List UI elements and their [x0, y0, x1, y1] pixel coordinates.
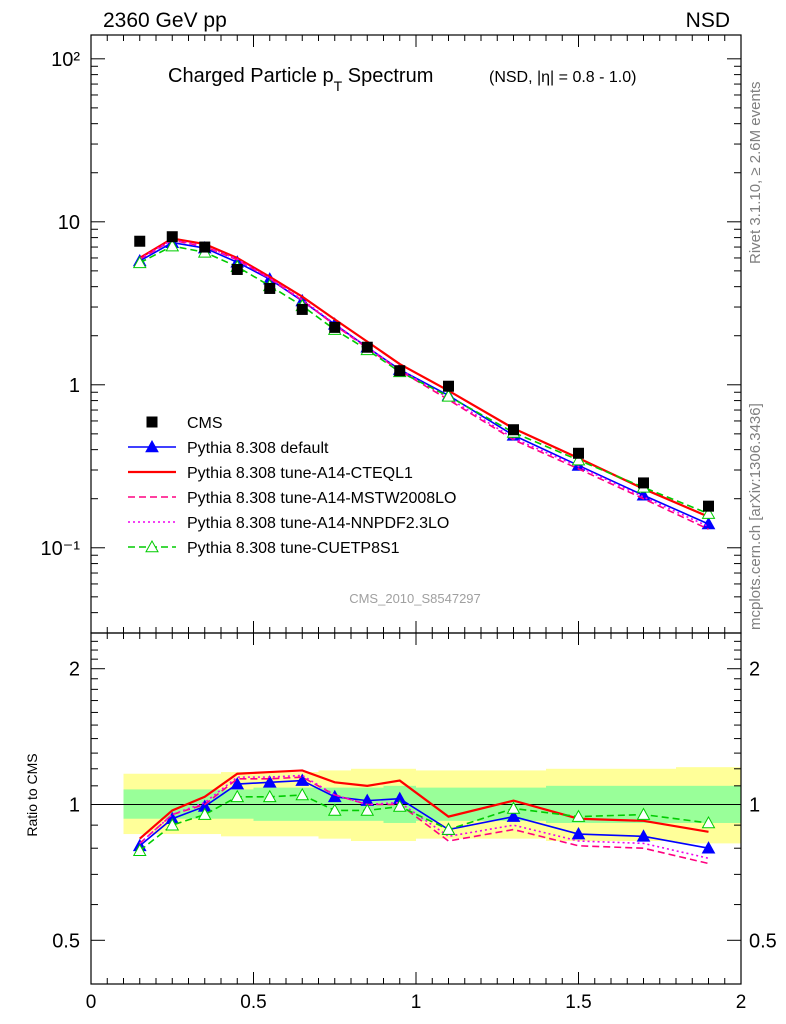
ratio-series-marker: [165, 818, 180, 831]
energy-label: 2360 GeV pp: [103, 9, 227, 32]
x-tick-label: 0: [86, 992, 97, 1013]
legend-marker: [146, 416, 158, 428]
legend-label: Pythia 8.308 tune-A14-NNPDF2.3LO: [187, 515, 449, 532]
ratio-series-marker: [636, 807, 651, 820]
ratio-y-tick-label-right: 0.5: [749, 930, 777, 952]
ratio-series-marker: [132, 843, 147, 856]
ratio-axis-label: Ratio to CMS: [24, 753, 40, 836]
legend: CMS Pythia 8.308 default Pythia 8.308 tune…: [128, 415, 456, 557]
plot-title-tail: Spectrum: [342, 65, 433, 87]
ratio-series-marker: [295, 773, 310, 786]
rivet-version-label: Rivet 3.1.10, ≥ 2.6M events: [747, 82, 764, 265]
data-point: [264, 282, 276, 294]
ratio-series-line: [139, 779, 709, 850]
ratio-series-marker: [392, 799, 407, 812]
legend-label: Pythia 8.308 tune-A14-MSTW2008LO: [187, 490, 456, 507]
data-point: [394, 365, 406, 377]
ratio-series-marker: [230, 777, 245, 790]
ratio-series-marker: [262, 775, 277, 788]
ratio-series-marker: [571, 809, 586, 822]
data-point: [166, 231, 178, 243]
legend-label: Pythia 8.308 tune-A14-CTEQL1: [187, 465, 413, 482]
legend-label: Pythia 8.308 default: [187, 440, 329, 457]
ratio-series-marker: [701, 841, 716, 854]
ratio-series-marker: [636, 829, 651, 842]
spectrum-series-marker: [571, 453, 586, 466]
spectrum-series-line: [139, 245, 709, 515]
legend-marker: [145, 439, 159, 453]
data-point: [199, 241, 211, 253]
x-tick-label: 1.5: [565, 992, 591, 1013]
x-tick-label: 0.5: [240, 992, 266, 1013]
spectrum-series-line: [139, 239, 709, 528]
y-tick-label: 10⁻¹: [41, 538, 81, 560]
ratio-series-marker: [701, 815, 716, 829]
data-point: [443, 380, 454, 392]
ratio-series-marker: [441, 822, 456, 835]
data-point: [296, 303, 308, 315]
spectrum-series-marker: [165, 239, 180, 252]
ratio-series-marker: [295, 787, 310, 801]
analysis-id-label: CMS_2010_S8547297: [349, 591, 481, 606]
process-label: NSD: [686, 9, 730, 32]
series-layer: [132, 231, 716, 865]
y-tick-label: 10: [58, 212, 80, 234]
data-point: [573, 447, 584, 459]
mcplots-reference-label: mcplots.cern.ch [arXiv:1306.3436]: [747, 403, 764, 630]
x-tick-label: 1: [411, 992, 422, 1013]
legend-label: CMS: [187, 415, 223, 432]
data-point: [361, 341, 373, 353]
plot-title-main: Charged Particle p: [168, 65, 334, 87]
plot-title: Charged Particle pT Spectrum: [168, 65, 433, 94]
ratio-series-marker: [327, 803, 342, 816]
spectrum-series-marker: [132, 255, 147, 269]
plot-title-subscript: T: [334, 78, 343, 94]
spectrum-series-marker: [701, 506, 716, 519]
ratio-series-marker: [230, 789, 245, 803]
data-point: [134, 235, 146, 247]
ratio-series-marker: [506, 809, 521, 822]
ratio-series-marker: [571, 827, 586, 840]
data-point: [508, 424, 519, 436]
spectrum-series-marker: [441, 389, 456, 402]
ratio-y-tick-label: 0.5: [52, 930, 80, 952]
ratio-series-marker: [360, 803, 375, 816]
ratio-y-tick-label: 2: [69, 659, 80, 681]
data-point: [329, 321, 341, 333]
ratio-series-line: [139, 776, 709, 865]
data-point: [703, 500, 714, 512]
ratio-series-marker: [506, 801, 521, 814]
x-tick-label: 2: [736, 992, 747, 1013]
spectrum-series-marker: [701, 516, 716, 530]
ratio-y-tick-label: 1: [69, 795, 80, 817]
legend-marker: [145, 539, 159, 553]
spectrum-series-line: [139, 239, 709, 530]
plot-subtitle: (NSD, |η| = 0.8 - 1.0): [489, 69, 636, 86]
ratio-series-line: [139, 794, 709, 852]
y-tick-label: 10²: [51, 49, 80, 71]
ratio-y-tick-label-right: 1: [749, 795, 760, 817]
data-point: [638, 477, 649, 489]
legend-label: Pythia 8.308 tune-CUETP8S1: [187, 540, 400, 557]
ratio-series-marker: [262, 789, 277, 803]
ratio-y-tick-label-right: 2: [749, 659, 760, 681]
axes-layer: 0 0.5 1 1.5 2 10² 10 1 10⁻¹ 2 2 1 1 0.5 0.5: [41, 34, 777, 1013]
ratio-series-marker: [197, 807, 212, 820]
y-tick-label: 1: [69, 375, 80, 397]
data-point: [231, 263, 243, 275]
